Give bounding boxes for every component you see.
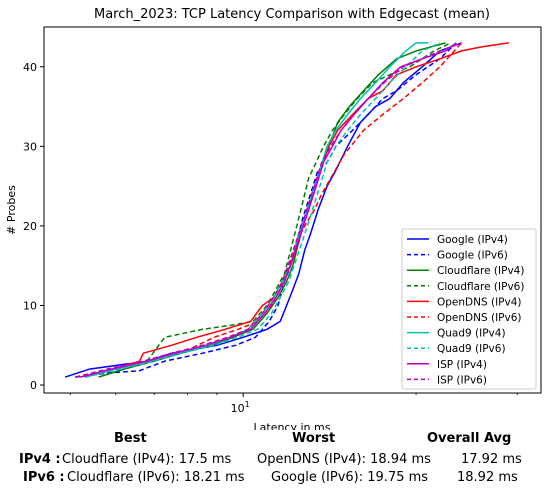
y-tick-label: 0 <box>30 379 37 392</box>
x-axis-label: Latency in ms <box>254 421 331 430</box>
series-line-isp-ipv4 <box>79 42 457 378</box>
series-line-cloudflare-ipv6 <box>84 42 452 378</box>
legend-box <box>401 228 537 390</box>
series-line-google-ipv6 <box>75 42 457 378</box>
legend-label: Google (IPv4) <box>437 234 508 246</box>
legend-label: Quad9 (IPv4) <box>437 328 506 340</box>
x-tick-label: 101 <box>231 400 250 415</box>
y-tick-label: 10 <box>23 299 37 312</box>
legend-label: Cloudflare (IPv6) <box>437 281 524 293</box>
table-cell-worst-ipv4: OpenDNS (IPv4): 18.94 ms <box>257 452 431 467</box>
table-header-overall-avg: Overall Avg <box>427 431 512 446</box>
table-header-best: Best <box>114 431 147 446</box>
legend-label: Quad9 (IPv6) <box>437 343 506 355</box>
table-cell-best-ipv4: Cloudflare (IPv4): 17.5 ms <box>62 452 232 467</box>
table-cell-worst-ipv6: Google (IPv6): 19.75 ms <box>271 470 429 485</box>
legend-label: Google (IPv6) <box>437 250 508 262</box>
legend-label: OpenDNS (IPv4) <box>437 296 522 308</box>
chart-title: March_2023: TCP Latency Comparison with … <box>94 7 490 22</box>
table-cell-avg-ipv6: 18.92 ms <box>457 470 518 485</box>
legend-label: ISP (IPv4) <box>437 359 487 371</box>
table-row-label-ipv6: IPv6 : <box>23 470 65 485</box>
series-line-quad9-ipv6 <box>84 42 441 378</box>
legend-label: Cloudflare (IPv4) <box>437 265 524 277</box>
table-cell-best-ipv6: Cloudflare (IPv6): 18.21 ms <box>67 470 245 485</box>
legend: Google (IPv4) Google (IPv6) Cloudflare (IP… <box>401 228 537 390</box>
legend-label: ISP (IPv6) <box>437 374 487 386</box>
plot-frame <box>43 26 542 394</box>
y-tick-label: 40 <box>23 61 37 74</box>
table-header-worst: Worst <box>292 431 336 446</box>
table-cell-avg-ipv4: 17.92 ms <box>461 452 522 467</box>
y-tick-label: 20 <box>23 220 37 233</box>
legend-label: OpenDNS (IPv6) <box>437 312 522 324</box>
latency-chart: March_2023: TCP Latency Comparison with … <box>5 7 542 430</box>
y-tick-label: 30 <box>23 140 37 153</box>
table-row-label-ipv4: IPv4 : <box>19 452 61 467</box>
series-line-quad9-ipv4 <box>84 42 429 378</box>
y-axis-label: # Probes <box>5 185 18 235</box>
